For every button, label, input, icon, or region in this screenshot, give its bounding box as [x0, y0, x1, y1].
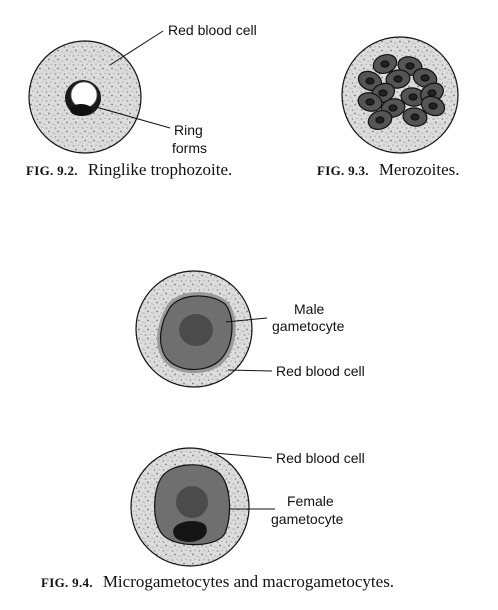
merozoite-cluster: [357, 53, 446, 131]
caption-number: FIG. 9.2.: [26, 163, 78, 178]
figure-caption: FIG. 9.2. Ringlike trophozoite.: [26, 160, 232, 179]
merozoite: [385, 69, 411, 89]
ring-trophozoite: [65, 80, 101, 116]
merozoite: [402, 107, 428, 127]
ring-chromatin-dot: [70, 104, 92, 116]
caption-text: Ringlike trophozoite.: [88, 160, 232, 179]
ring-white-inner: [70, 81, 98, 109]
leader-line: [225, 317, 268, 323]
figure-caption: FIG. 9.4. Microgametocytes and macrogame…: [41, 572, 394, 591]
leader-line: [95, 106, 171, 129]
label-gametocyte: gametocyte: [272, 318, 345, 334]
label-red-blood-cell: Red blood cell: [276, 450, 365, 466]
label-red-blood-cell: Red blood cell: [276, 363, 365, 379]
caption-number: FIG. 9.3.: [317, 163, 369, 178]
merozoite: [367, 109, 393, 131]
fig-9-4-female: Red blood cell Female gametocyte: [130, 447, 365, 567]
fig-9-4-male: Male gametocyte Red blood cell: [135, 270, 365, 388]
label-female: Female: [287, 493, 334, 509]
label-forms: forms: [172, 140, 207, 156]
caption-number: FIG. 9.4.: [41, 575, 93, 590]
leader-line: [227, 369, 273, 372]
fig-9-2: Red blood cell Ring forms FIG. 9.2. Ring…: [26, 22, 257, 179]
caption-text: Microgametocytes and macrogametocytes.: [103, 572, 394, 591]
label-red-blood-cell: Red blood cell: [168, 22, 257, 38]
label-male: Male: [294, 301, 325, 317]
leader-line: [213, 452, 273, 459]
merozoite: [412, 67, 438, 89]
caption-text: Merozoites.: [379, 160, 460, 179]
leader-line: [109, 30, 164, 66]
male-gametocyte-nucleus: [179, 314, 213, 346]
label-ring: Ring: [174, 122, 203, 138]
fig-9-3: FIG. 9.3. Merozoites.: [317, 36, 460, 179]
merozoite: [420, 95, 446, 117]
merozoite: [372, 53, 398, 75]
female-gametocyte-nucleus: [176, 486, 208, 518]
merozoite: [357, 92, 383, 112]
label-gametocyte: gametocyte: [271, 511, 344, 527]
figure-caption: FIG. 9.3. Merozoites.: [317, 160, 460, 179]
pigment-mass: [173, 520, 207, 542]
